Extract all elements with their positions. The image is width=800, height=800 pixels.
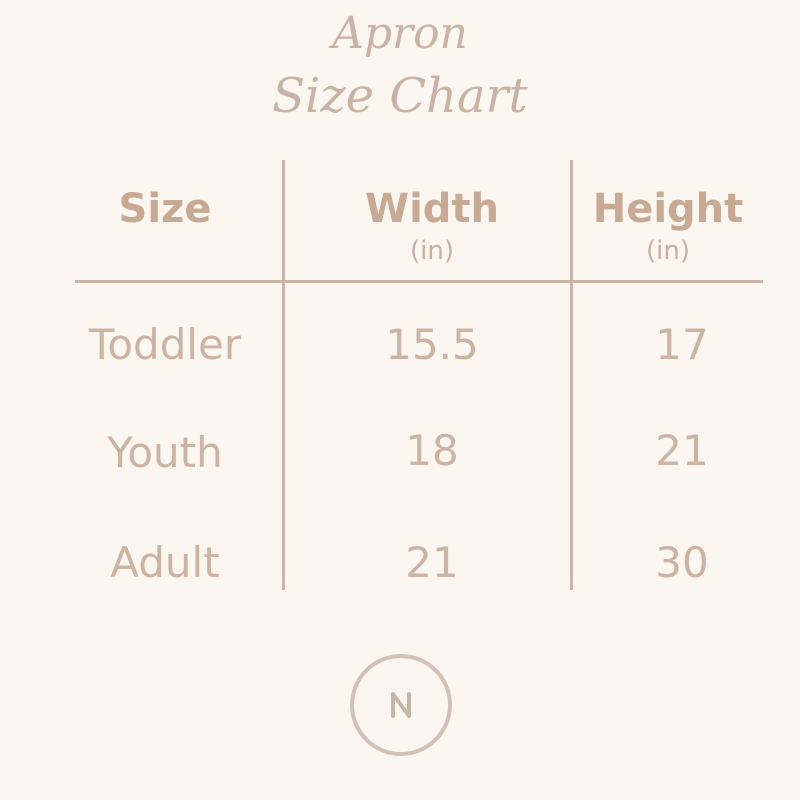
column-divider <box>570 160 573 590</box>
header-divider <box>75 280 763 283</box>
header-width: Width <box>364 186 500 232</box>
row-toddler-height: 17 <box>655 320 709 369</box>
header-height-unit: (in) <box>646 236 690 266</box>
header-size: Size <box>118 186 212 232</box>
brand-logo-icon <box>350 654 452 756</box>
row-youth-height: 21 <box>655 426 709 475</box>
row-youth-size: Youth <box>107 428 223 477</box>
row-youth-width: 18 <box>405 426 459 475</box>
row-toddler-width: 15.5 <box>385 320 479 369</box>
row-adult-width: 21 <box>405 538 459 587</box>
title-line-1: Apron <box>332 8 468 59</box>
row-adult-size: Adult <box>110 538 220 587</box>
row-toddler-size: Toddler <box>88 320 242 369</box>
n-letter-icon <box>391 692 411 718</box>
header-height: Height <box>592 186 744 232</box>
row-adult-height: 30 <box>655 538 709 587</box>
header-width-unit: (in) <box>410 236 454 266</box>
column-divider <box>282 160 285 590</box>
title-line-2: Size Chart <box>272 68 528 124</box>
